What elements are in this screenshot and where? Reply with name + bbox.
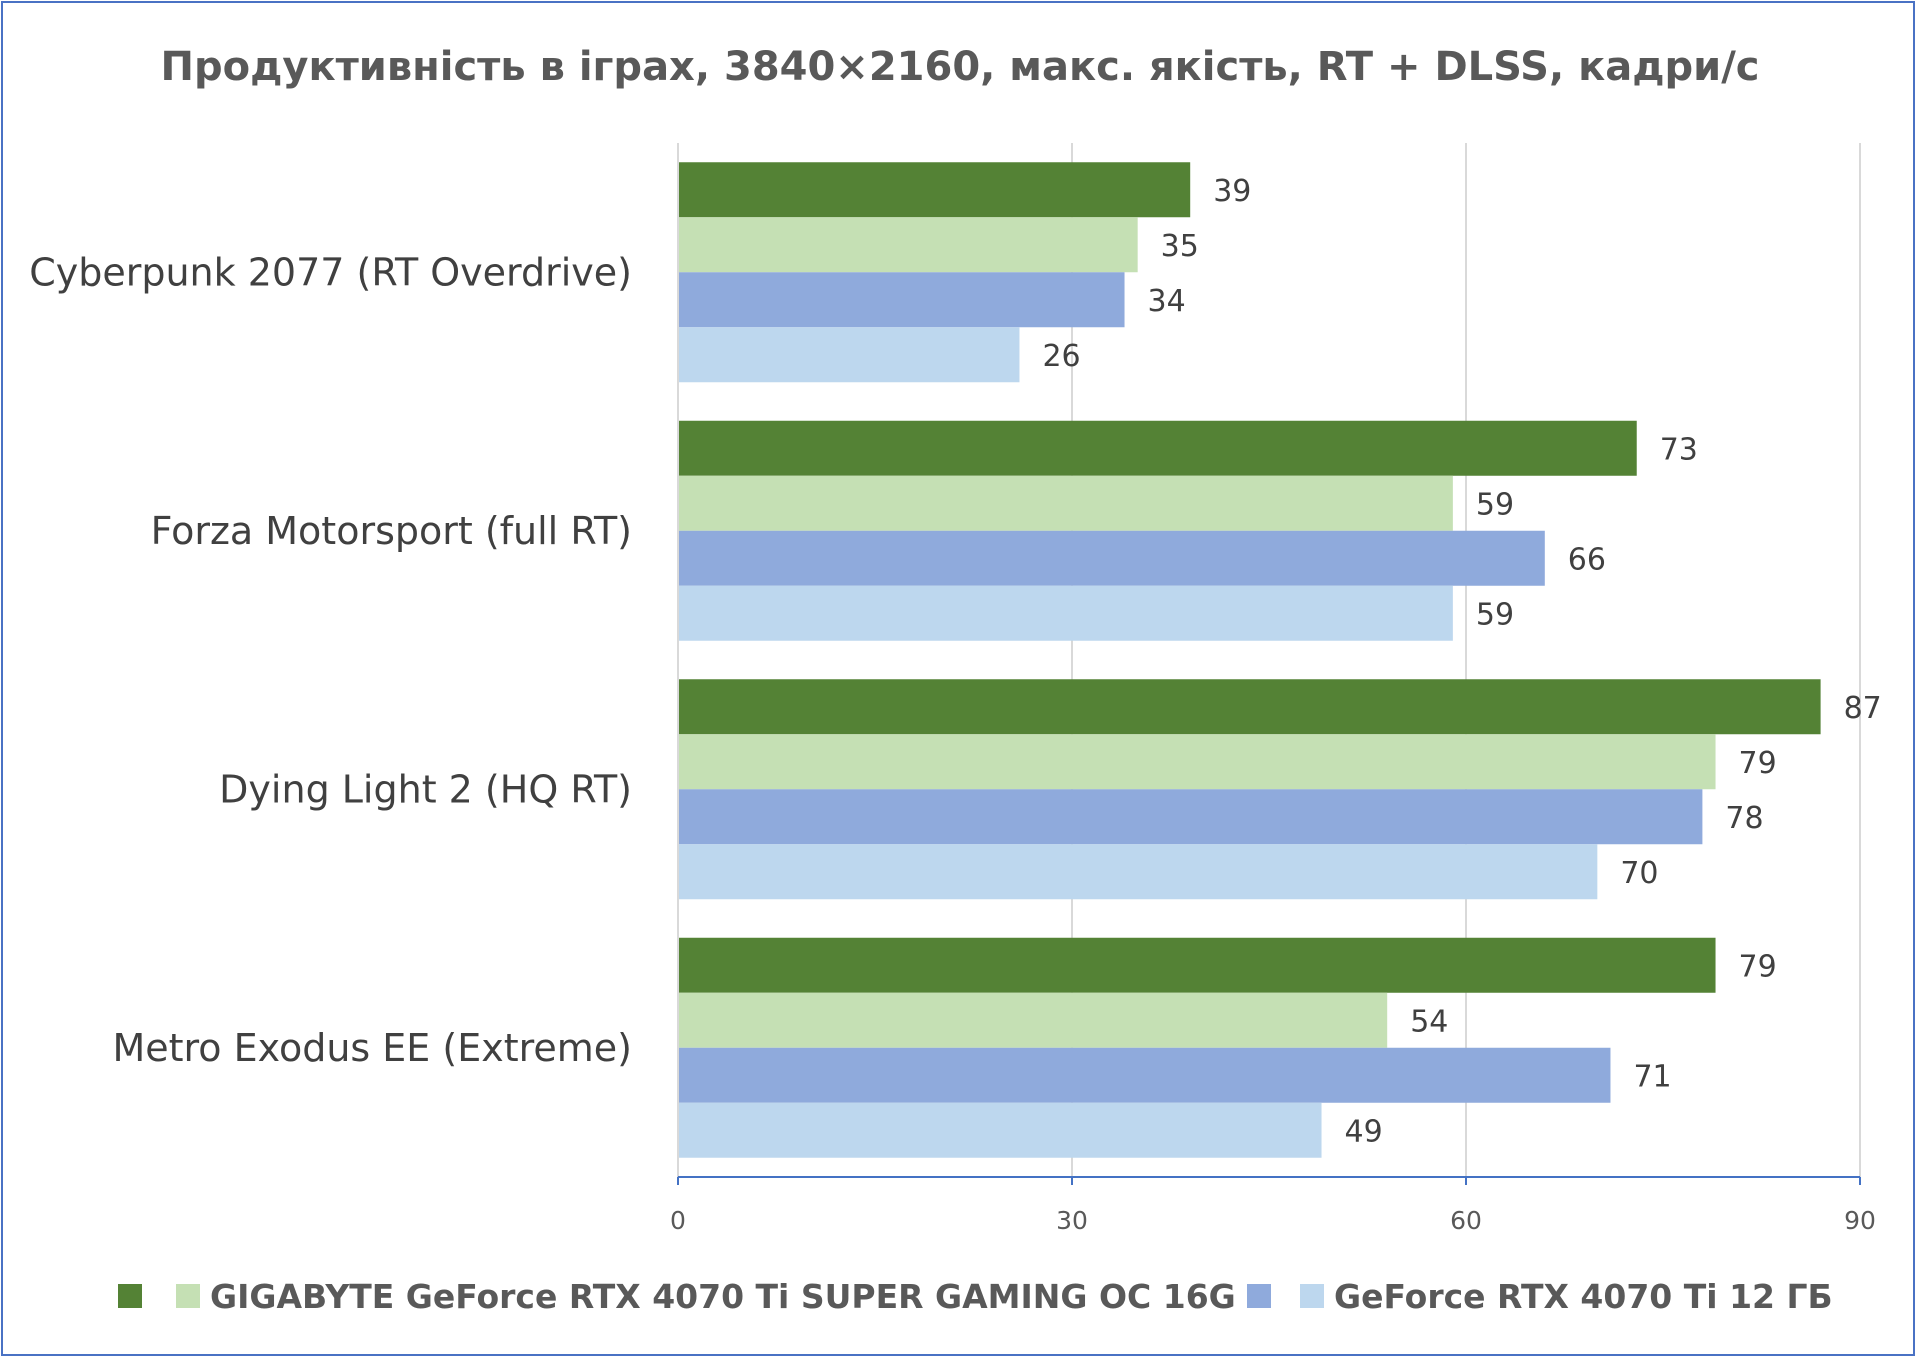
legend-swatch-2: [1247, 1284, 1271, 1308]
data-labels: 39 35 34 26 73 59 66 59 87 79 78 70 79 54 71 49: [1042, 174, 1881, 1150]
bar-s1-c2: [678, 734, 1716, 790]
bar-s1-c0: [678, 217, 1138, 273]
bar-s1-c3: [678, 992, 1388, 1048]
data-label-s2-c0: 34: [1148, 284, 1186, 319]
category-label-2: Dying Light 2 (HQ RT): [219, 767, 632, 811]
legend-swatch-1: [176, 1284, 200, 1308]
bar-s3-c0: [678, 327, 1020, 383]
category-labels: Cyberpunk 2077 (RT Overdrive) Forza Motor…: [29, 250, 632, 1070]
data-label-s0-c2: 87: [1844, 691, 1882, 726]
bar-s0-c2: [678, 679, 1821, 735]
category-label-0: Cyberpunk 2077 (RT Overdrive): [29, 250, 632, 294]
data-label-s0-c3: 79: [1739, 949, 1777, 984]
legend-label-2: GeForce RTX 4070 Ti 12 ГБ: [1334, 1277, 1833, 1316]
data-label-s2-c3: 71: [1633, 1059, 1671, 1094]
x-tick-label-1: 30: [1056, 1206, 1088, 1235]
bar-s3-c1: [678, 585, 1453, 641]
bar-s2-c1: [678, 530, 1545, 586]
bar-s0-c1: [678, 420, 1637, 476]
bar-s3-c2: [678, 844, 1598, 900]
bar-s2-c0: [678, 272, 1125, 328]
bars: [678, 162, 1821, 1158]
data-label-s3-c3: 49: [1345, 1114, 1383, 1149]
data-label-s1-c2: 79: [1739, 746, 1777, 781]
x-tick-label-3: 90: [1844, 1206, 1876, 1235]
chart-title: Продуктивність в іграх, 3840×2160, макс.…: [160, 44, 1759, 90]
x-tick-label-0: 0: [670, 1206, 686, 1235]
legend-swatch-0: [118, 1284, 142, 1308]
legend-label-0: GIGABYTE GeForce RTX 4070 Ti SUPER GAMIN…: [210, 1277, 1236, 1316]
bar-s0-c0: [678, 162, 1191, 218]
data-label-s1-c3: 54: [1410, 1004, 1448, 1039]
data-label-s3-c2: 70: [1620, 856, 1658, 891]
data-label-s0-c0: 39: [1213, 174, 1251, 209]
data-label-s2-c2: 78: [1725, 801, 1763, 836]
x-axis: 0 30 60 90: [670, 143, 1876, 1235]
data-label-s2-c1: 66: [1568, 542, 1606, 577]
data-label-s3-c1: 59: [1476, 597, 1514, 632]
bar-s2-c2: [678, 789, 1703, 845]
data-label-s0-c1: 73: [1660, 432, 1698, 467]
bar-s2-c3: [678, 1047, 1611, 1103]
category-label-1: Forza Motorsport (full RT): [151, 509, 632, 553]
bar-s0-c3: [678, 937, 1716, 993]
bar-s1-c1: [678, 475, 1453, 531]
data-label-s1-c1: 59: [1476, 487, 1514, 522]
data-label-s3-c0: 26: [1042, 339, 1080, 374]
legend: GIGABYTE GeForce RTX 4070 Ti SUPER GAMIN…: [118, 1277, 1833, 1316]
data-label-s1-c0: 35: [1161, 229, 1199, 264]
x-tick-label-2: 60: [1450, 1206, 1482, 1235]
bar-s3-c3: [678, 1102, 1322, 1158]
category-label-3: Metro Exodus EE (Extreme): [112, 1026, 632, 1070]
legend-swatch-3: [1300, 1284, 1324, 1308]
